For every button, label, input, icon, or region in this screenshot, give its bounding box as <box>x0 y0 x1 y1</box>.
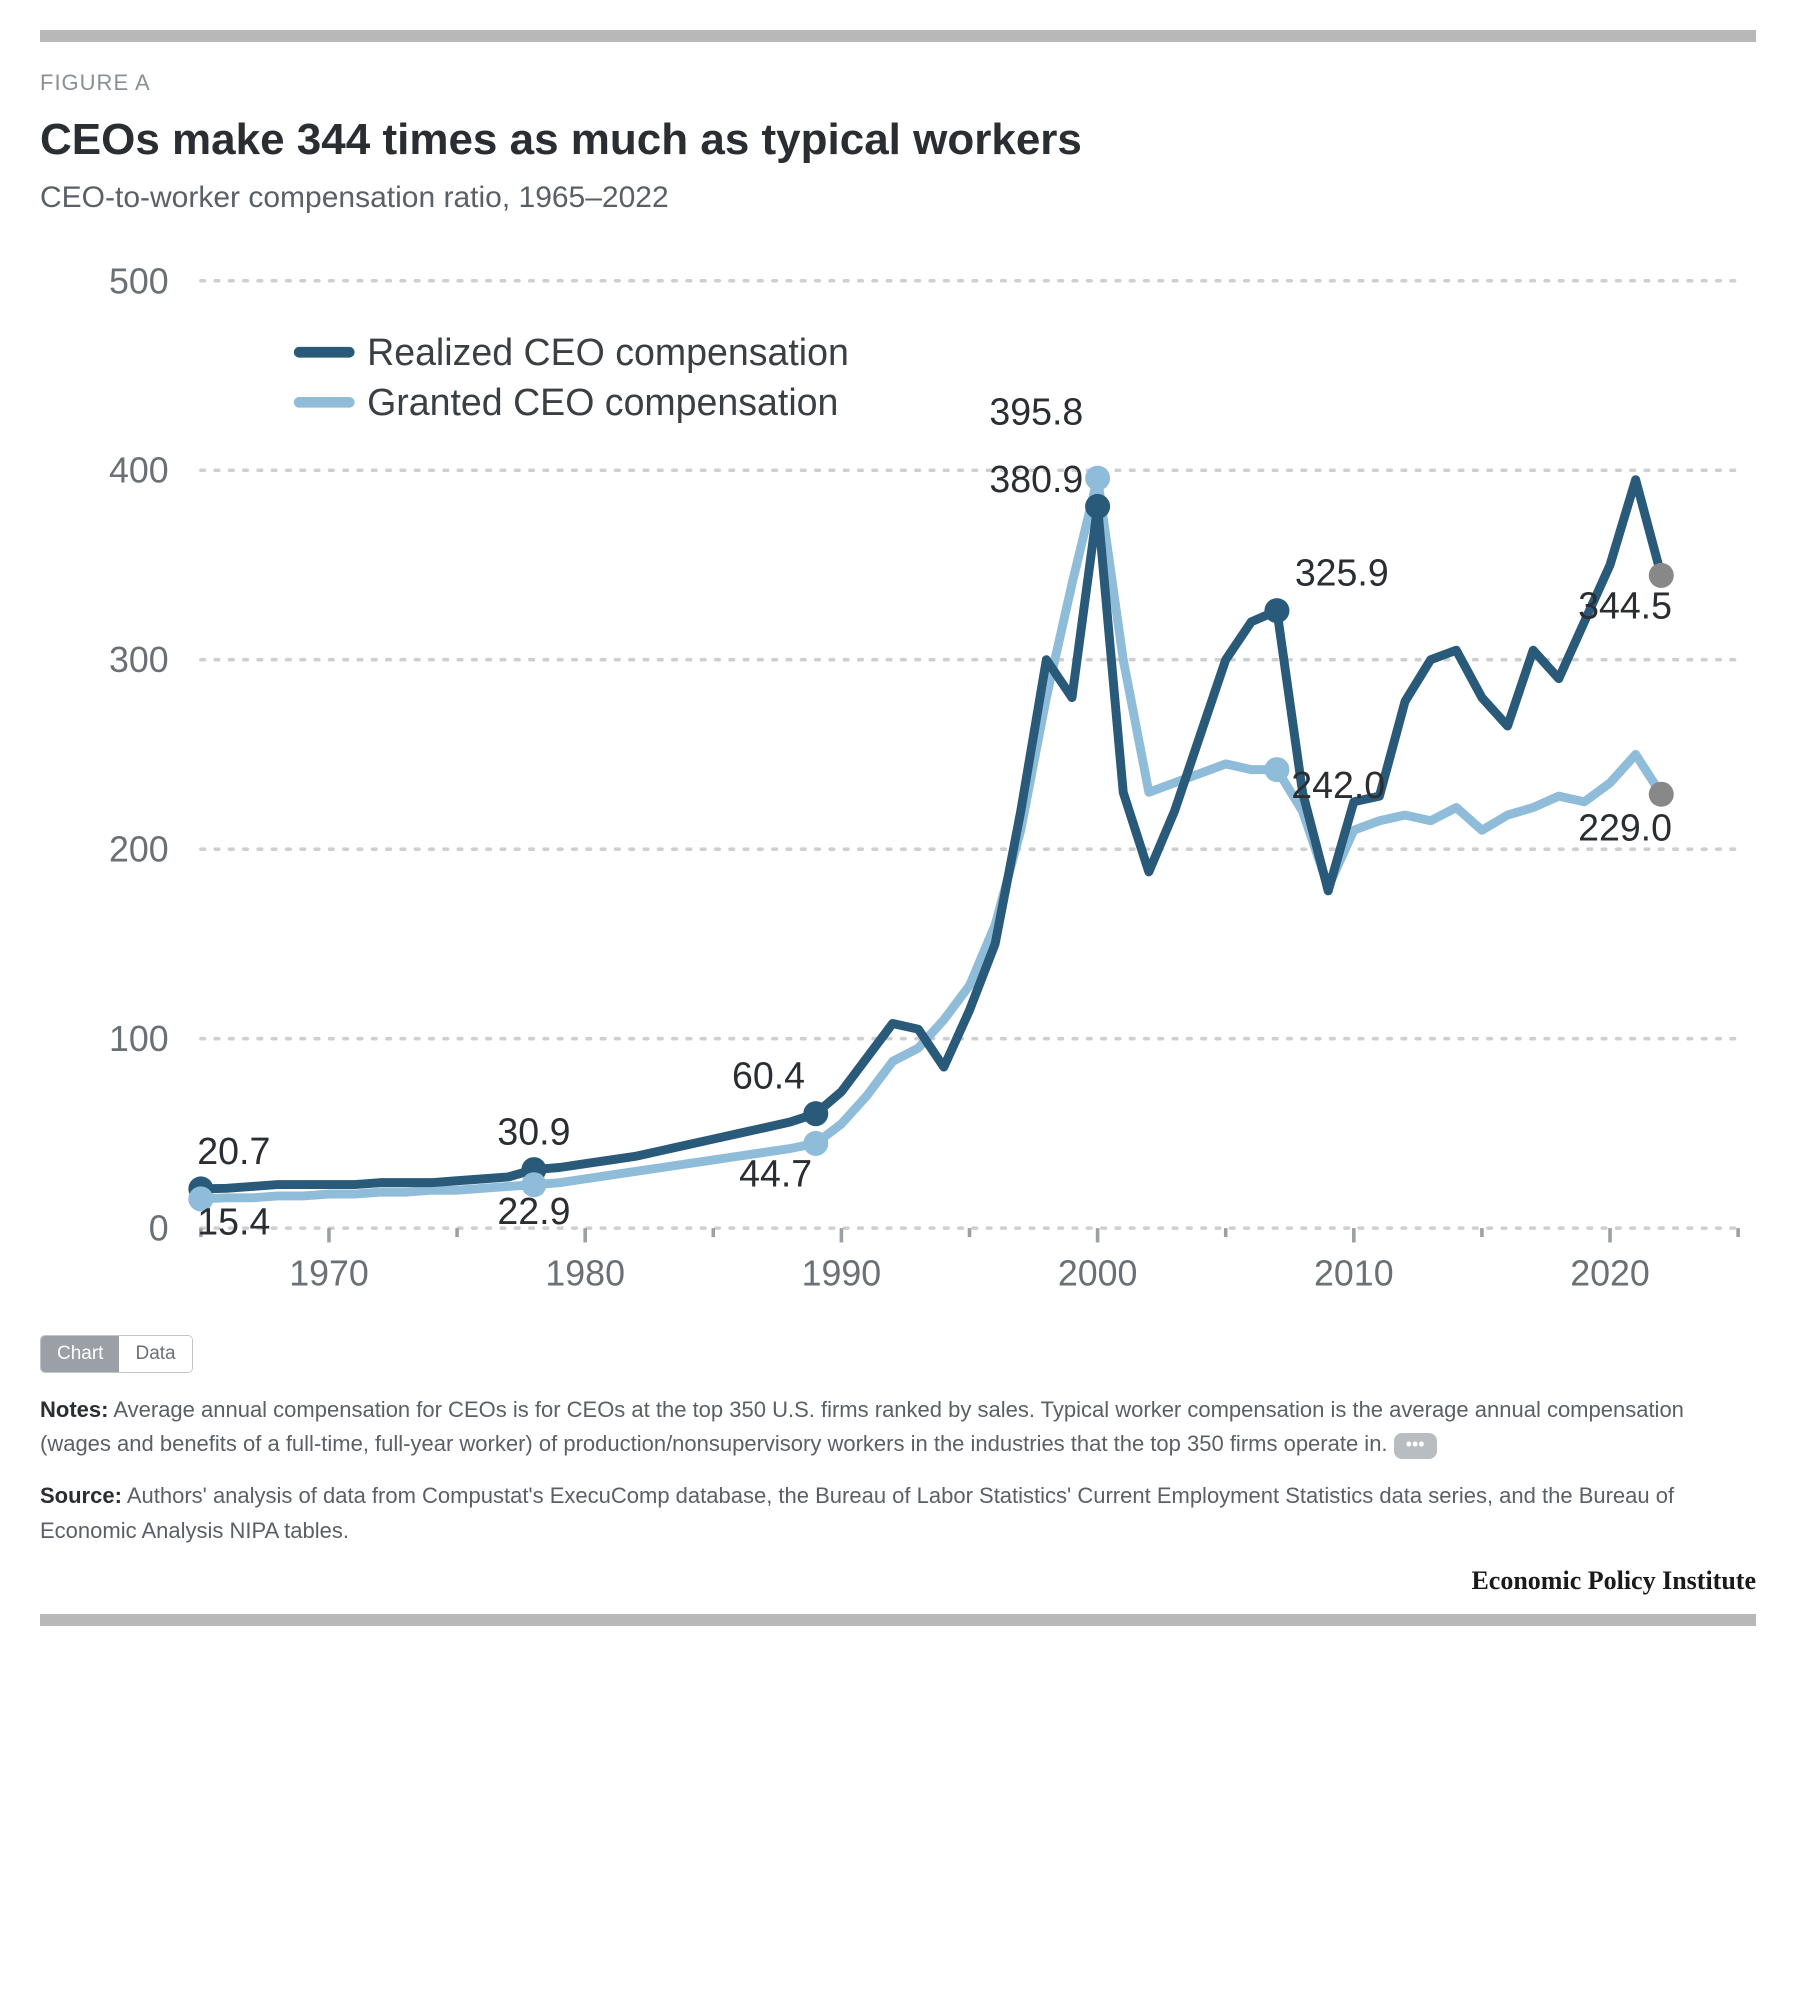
svg-text:60.4: 60.4 <box>732 1054 805 1096</box>
source-label: Source: <box>40 1483 122 1508</box>
svg-text:1990: 1990 <box>802 1253 882 1293</box>
svg-text:2020: 2020 <box>1570 1253 1650 1293</box>
chart-source: Source: Authors' analysis of data from C… <box>40 1479 1756 1547</box>
notes-text: Average annual compensation for CEOs is … <box>40 1397 1684 1456</box>
source-text: Authors' analysis of data from Compustat… <box>40 1483 1674 1542</box>
line-chart: 0 100 200 300 400 500 1970 1980 1990 2000 2010 2020… <box>40 245 1756 1318</box>
svg-text:22.9: 22.9 <box>497 1190 570 1232</box>
svg-text:30.9: 30.9 <box>497 1110 570 1152</box>
svg-text:20.7: 20.7 <box>197 1130 270 1172</box>
svg-text:300: 300 <box>109 640 169 680</box>
notes-label: Notes: <box>40 1397 108 1422</box>
svg-text:229.0: 229.0 <box>1578 806 1672 848</box>
expand-notes-button[interactable]: ••• <box>1394 1433 1437 1459</box>
svg-text:44.7: 44.7 <box>739 1152 812 1194</box>
svg-text:242.0: 242.0 <box>1291 764 1385 806</box>
svg-text:200: 200 <box>109 829 169 869</box>
svg-text:0: 0 <box>149 1208 169 1248</box>
svg-text:1980: 1980 <box>545 1253 625 1293</box>
bottom-divider <box>40 1614 1756 1626</box>
chart-tab-button[interactable]: Chart <box>41 1336 119 1372</box>
svg-text:2010: 2010 <box>1314 1253 1394 1293</box>
chart-subtitle: CEO-to-worker compensation ratio, 1965–2… <box>40 181 1756 215</box>
svg-text:2000: 2000 <box>1058 1253 1138 1293</box>
data-tab-button[interactable]: Data <box>119 1336 191 1372</box>
chart-headline: CEOs make 344 times as much as typical w… <box>40 114 1756 167</box>
svg-text:15.4: 15.4 <box>197 1200 270 1242</box>
chart-notes: Notes: Average annual compensation for C… <box>40 1393 1756 1461</box>
svg-text:1970: 1970 <box>289 1253 369 1293</box>
svg-text:400: 400 <box>109 451 169 491</box>
top-divider <box>40 30 1756 42</box>
svg-text:395.8: 395.8 <box>989 390 1083 432</box>
svg-text:100: 100 <box>109 1019 169 1059</box>
chart-container: 0 100 200 300 400 500 1970 1980 1990 2000 2010 2020… <box>40 245 1756 1318</box>
svg-text:380.9: 380.9 <box>989 458 1083 500</box>
svg-text:344.5: 344.5 <box>1578 584 1672 626</box>
svg-text:325.9: 325.9 <box>1295 551 1389 593</box>
svg-text:Granted CEO compensation: Granted CEO compensation <box>367 381 838 423</box>
figure-label: FIGURE A <box>40 70 1756 96</box>
view-toggle: Chart Data <box>40 1335 193 1373</box>
svg-text:500: 500 <box>109 261 169 301</box>
attribution: Economic Policy Institute <box>40 1566 1756 1596</box>
svg-text:Realized CEO compensation: Realized CEO compensation <box>367 331 849 373</box>
